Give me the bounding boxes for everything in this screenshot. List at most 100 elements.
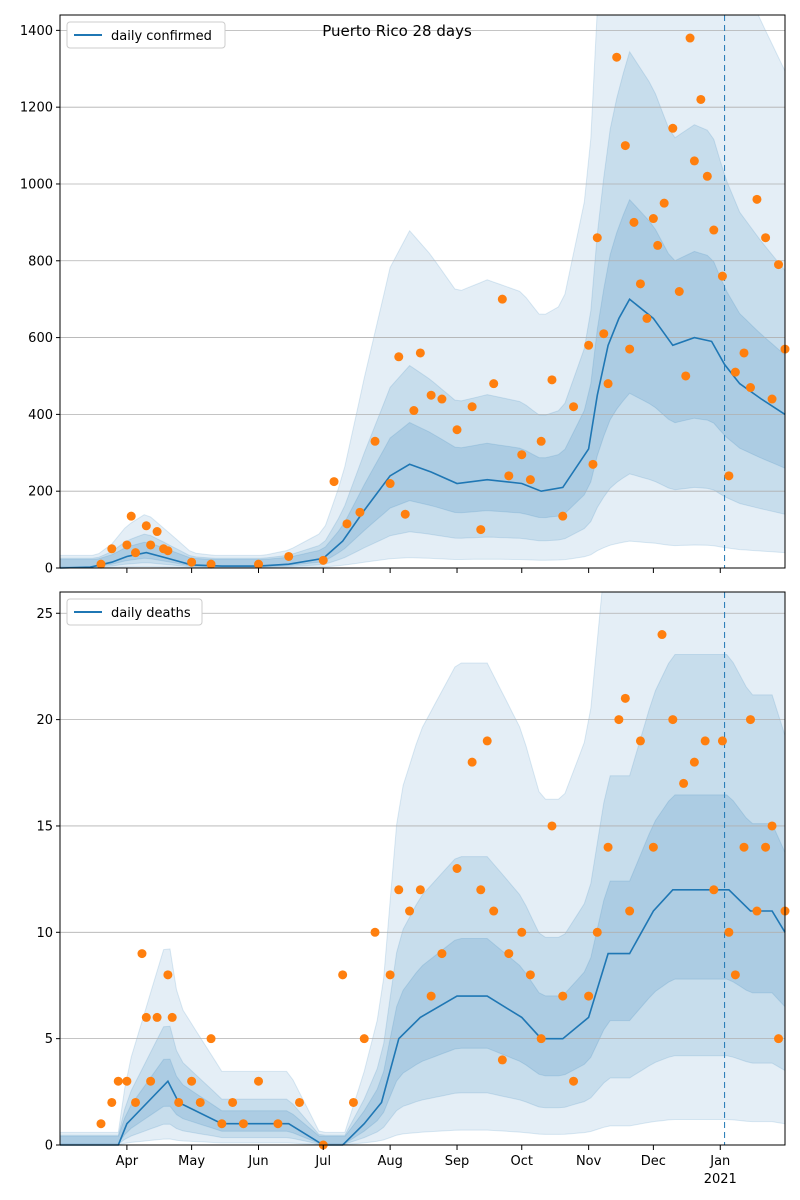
observed-point: [689, 156, 699, 166]
x-axis-ticks: [126, 568, 721, 573]
observed-point: [668, 715, 678, 725]
observed-point: [152, 527, 162, 537]
daily-confirmed-line: [59, 297, 786, 569]
observed-point: [745, 383, 755, 393]
observed-point: [745, 715, 755, 725]
y-tick-label: 25: [36, 607, 53, 622]
y-tick-label: 800: [28, 254, 53, 269]
observed-point: [370, 436, 380, 446]
observed-point: [612, 52, 622, 62]
observed-point: [657, 630, 667, 640]
observed-point: [648, 214, 658, 224]
observed-point: [592, 233, 602, 243]
observed-point: [167, 1012, 177, 1022]
legend: daily deaths: [66, 598, 203, 626]
x-tick-label: Jan: [709, 1154, 730, 1169]
observed-point: [629, 217, 639, 227]
observed-point: [238, 1119, 248, 1129]
observed-point: [489, 906, 499, 916]
x-tick-label: Nov: [576, 1154, 602, 1169]
observed-point: [730, 970, 740, 980]
observed-point: [774, 260, 784, 270]
y-tick-label: 600: [28, 331, 53, 346]
observed-point: [254, 1076, 264, 1086]
observed-point: [187, 1076, 197, 1086]
observed-point: [146, 1076, 156, 1086]
observed-point: [195, 1097, 205, 1107]
uncertainty-band: [60, 654, 785, 1145]
observed-point: [370, 927, 380, 937]
observed-point: [131, 548, 141, 558]
observed-point: [599, 329, 609, 339]
observed-point: [476, 525, 486, 535]
observed-point: [717, 736, 727, 746]
y-tick-label: 1400: [20, 24, 53, 39]
x-tick-label: Apr: [116, 1154, 139, 1169]
observed-point: [730, 367, 740, 377]
observed-point: [767, 821, 777, 831]
chart-title: Puerto Rico 28 days: [322, 22, 472, 40]
uncertainty-bands: [60, 15, 785, 568]
observed-point: [452, 425, 462, 435]
y-tick-label: 0: [45, 1139, 53, 1154]
plot-frame: [59, 591, 786, 1146]
observed-point: [739, 842, 749, 852]
observed-point: [228, 1097, 238, 1107]
y-tick-label: 200: [28, 485, 53, 500]
legend-box: [66, 21, 226, 49]
observed-point: [152, 1012, 162, 1022]
observed-point: [107, 544, 117, 554]
observed-point: [569, 1076, 579, 1086]
y-tick-label: 0: [45, 562, 53, 577]
plot-frame: [59, 14, 786, 569]
observed-point: [635, 736, 645, 746]
uncertainty-band: [60, 50, 785, 568]
observed-point: [696, 94, 706, 104]
observed-point: [620, 141, 630, 151]
y-tick-label: 5: [45, 1032, 53, 1047]
observed-point: [761, 842, 771, 852]
observed-point: [359, 1034, 369, 1044]
observed-point: [774, 1034, 784, 1044]
observed-point: [122, 540, 132, 550]
observed-point: [342, 519, 352, 529]
observed-point: [739, 348, 749, 358]
x-axis-ticks: Apr May Jun Jul Aug Sep Oct Nov Dec Jan: [116, 1145, 730, 1169]
observed-point: [536, 1034, 546, 1044]
observed-point: [141, 521, 151, 531]
observed-point: [254, 559, 264, 569]
observed-points: [96, 630, 790, 1150]
panel-daily-confirmed: 0 200 400 600 800 1000 1200 1400 Puerto Rico 28…: [20, 14, 790, 577]
observed-point: [724, 471, 734, 481]
observed-point: [517, 450, 527, 460]
uncertainty-band: [60, 15, 785, 568]
observed-point: [482, 736, 492, 746]
observed-point: [653, 240, 663, 250]
uncertainty-band: [60, 794, 785, 1145]
observed-point: [96, 559, 106, 569]
y-tick-label: 10: [36, 926, 53, 941]
observed-point: [415, 348, 425, 358]
x-tick-label: Sep: [445, 1154, 470, 1169]
y-tick-label: 1000: [20, 177, 53, 192]
observed-point: [689, 757, 699, 767]
observed-point: [338, 970, 348, 980]
observed-point: [659, 198, 669, 208]
observed-point: [146, 540, 156, 550]
y-axis-ticks: 0 5 10 15 20 25: [36, 607, 60, 1154]
observed-point: [409, 406, 419, 416]
legend-label: daily deaths: [111, 606, 191, 621]
observed-point: [131, 1097, 141, 1107]
observed-point: [415, 885, 425, 895]
y-tick-label: 20: [36, 713, 53, 728]
observed-point: [569, 402, 579, 412]
observed-point: [467, 757, 477, 767]
y-axis-ticks: 0 200 400 600 800 1000 1200 1400: [20, 24, 60, 577]
y-tick-label: 15: [36, 819, 53, 834]
observed-point: [318, 555, 328, 565]
observed-point: [355, 507, 365, 517]
observed-point: [497, 294, 507, 304]
observed-point: [504, 949, 514, 959]
observed-point: [141, 1012, 151, 1022]
